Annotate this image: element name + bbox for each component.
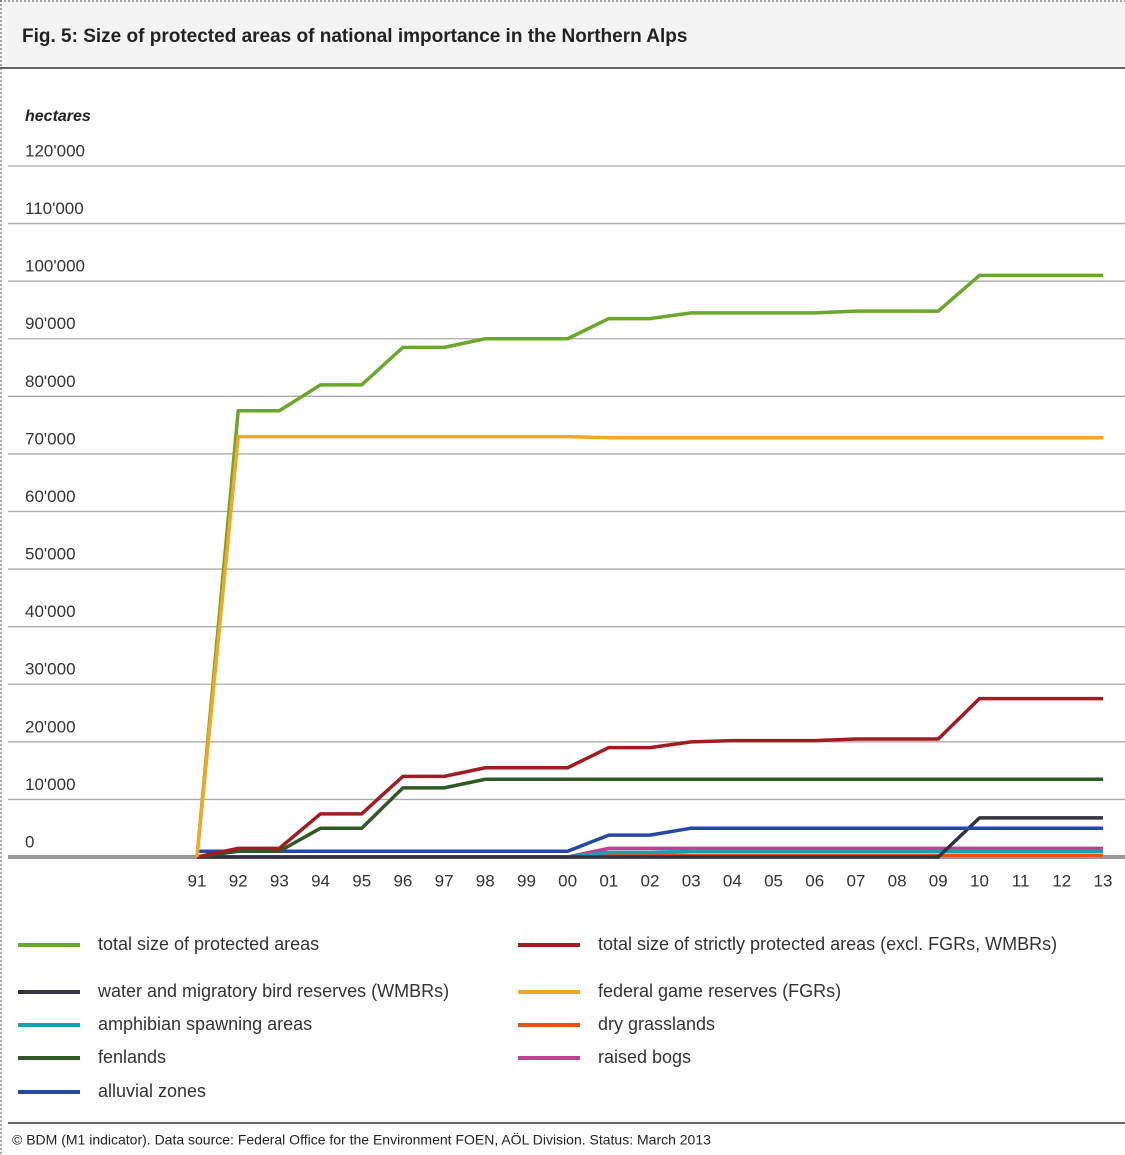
x-tick-label: 95: [352, 871, 371, 890]
series-line: [196, 696, 1103, 859]
footer: © BDM (M1 indicator). Data source: Feder…: [12, 1131, 711, 1148]
x-tick-label: 99: [517, 871, 536, 890]
series-line: [196, 777, 1103, 859]
series-line: [197, 826, 1103, 853]
x-tick-label: 97: [435, 871, 454, 890]
legend-label: fenlands: [98, 1047, 166, 1067]
x-tick-label: 93: [270, 871, 289, 890]
x-tick-label: 01: [599, 871, 618, 890]
y-tick-label: 20'000: [25, 717, 76, 736]
x-tick-label: 02: [641, 871, 660, 890]
x-tick-label: 92: [229, 871, 248, 890]
y-tick-label: 10'000: [25, 775, 76, 794]
y-tick-label: 70'000: [25, 429, 76, 448]
x-tick-label: 13: [1094, 871, 1113, 890]
y-tick-label: 40'000: [25, 602, 76, 621]
legend-label: federal game reserves (FGRs): [598, 981, 841, 1001]
x-tick-label: 04: [723, 871, 742, 890]
title-bar: [0, 0, 1125, 68]
x-tick-label: 91: [188, 871, 207, 890]
legend-label: dry grasslands: [598, 1014, 715, 1034]
x-tick-label: 09: [929, 871, 948, 890]
series-line: [195, 273, 1103, 858]
y-axis-label: hectares: [25, 108, 91, 125]
x-tick-label: 03: [682, 871, 701, 890]
y-tick-label: 60'000: [25, 487, 76, 506]
x-tick-label: 11: [1012, 871, 1030, 890]
legend-label: total size of protected areas: [98, 934, 319, 954]
x-tick-label: 00: [558, 871, 577, 890]
y-tick-label: 50'000: [25, 545, 76, 564]
y-tick-label: 110'000: [25, 199, 84, 218]
legend-label: amphibian spawning areas: [98, 1014, 312, 1034]
legend-label: raised bogs: [598, 1047, 691, 1067]
x-tick-label: 98: [476, 871, 495, 890]
legend-label: total size of strictly protected areas (…: [598, 934, 1057, 954]
series-line: [195, 434, 1103, 858]
y-tick-label: 120'000: [25, 141, 85, 160]
x-tick-label: 10: [970, 871, 989, 890]
x-tick-label: 08: [888, 871, 907, 890]
y-tick-label: 100'000: [25, 257, 85, 276]
x-tick-label: 07: [846, 871, 865, 890]
x-tick-label: 05: [764, 871, 783, 890]
legend-label: alluvial zones: [98, 1081, 206, 1101]
y-tick-label: 0: [25, 832, 34, 851]
series-line: [197, 816, 1103, 859]
x-tick-label: 06: [805, 871, 824, 890]
y-tick-label: 90'000: [25, 314, 76, 333]
chart-title: Fig. 5: Size of protected areas of natio…: [22, 26, 687, 47]
y-tick-label: 30'000: [25, 660, 76, 679]
y-tick-label: 80'000: [25, 372, 76, 391]
x-tick-label: 96: [393, 871, 412, 890]
legend-label: water and migratory bird reserves (WMBRs…: [97, 981, 449, 1001]
x-tick-label: 12: [1052, 871, 1071, 890]
x-tick-label: 94: [311, 871, 330, 890]
